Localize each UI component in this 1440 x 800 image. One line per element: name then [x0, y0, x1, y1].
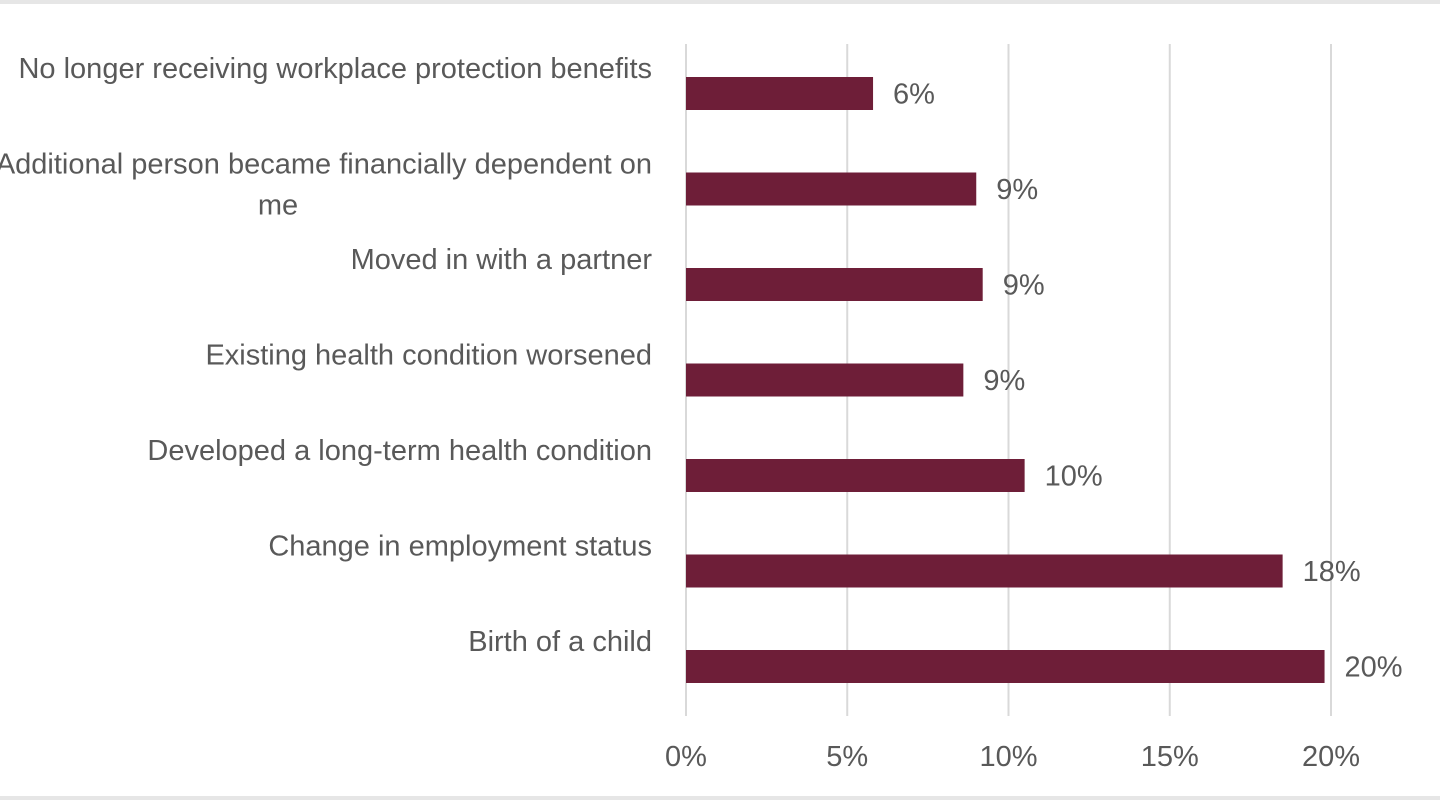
data-labels: 6% 9% 9% 9% 10% 18% 20% — [893, 79, 1403, 684]
x-tick-label: 10% — [979, 741, 1037, 773]
data-label: 18% — [1303, 556, 1361, 588]
x-tick-label: 5% — [826, 741, 868, 773]
gridlines — [685, 44, 1332, 716]
data-label: 6% — [893, 79, 935, 111]
category-label: Moved in with a partner — [351, 244, 653, 276]
category-label: Change in employment status — [268, 531, 652, 563]
category-label-line: Developed a long-term health condition — [147, 435, 652, 467]
category-label-line: Change in employment status — [268, 531, 652, 563]
category-label-line: me — [258, 190, 298, 222]
category-label-line: Additional person became financially dep… — [0, 149, 652, 181]
bar — [686, 268, 983, 301]
category-label: Developed a long-term health condition — [147, 435, 652, 467]
category-label: No longer receiving workplace protection… — [18, 53, 652, 85]
x-tick-label: 0% — [665, 741, 707, 773]
data-label: 20% — [1345, 652, 1403, 684]
bar — [686, 172, 977, 206]
bar — [686, 459, 1025, 492]
data-label: 9% — [1003, 270, 1045, 302]
bar — [686, 77, 874, 110]
bar — [686, 554, 1283, 588]
bar — [686, 363, 964, 397]
x-tick-label: 20% — [1302, 741, 1360, 773]
category-label: Additional person became financially dep… — [0, 149, 652, 222]
bar — [686, 650, 1325, 683]
x-axis-ticks: 0% 5% 10% 15% 20% — [665, 741, 1360, 773]
category-label-line: Moved in with a partner — [351, 244, 653, 276]
category-label: Birth of a child — [468, 626, 652, 658]
x-tick-label: 15% — [1141, 741, 1199, 773]
category-label-line: No longer receiving workplace protection… — [18, 53, 652, 85]
category-label-line: Existing health condition worsened — [205, 340, 652, 372]
chart-frame: 6% 9% 9% 9% 10% 18% 20% No longer receiving wo… — [0, 4, 1440, 796]
bar-chart: 6% 9% 9% 9% 10% 18% 20% No longer receiving wo… — [0, 44, 1403, 773]
bars — [686, 77, 1325, 683]
data-label: 9% — [996, 174, 1038, 206]
category-label-line: Birth of a child — [468, 626, 652, 658]
category-labels: No longer receiving workplace protection… — [0, 53, 652, 658]
data-label: 10% — [1045, 461, 1103, 493]
category-label: Existing health condition worsened — [205, 340, 652, 372]
data-label: 9% — [983, 365, 1025, 397]
